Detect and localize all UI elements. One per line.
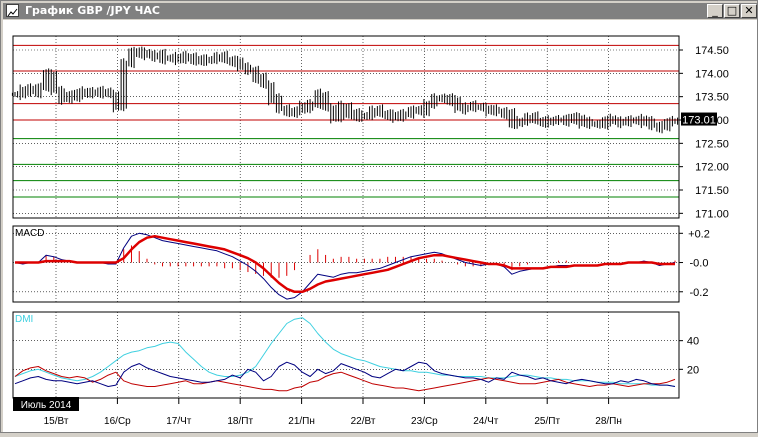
panel-frame <box>12 311 680 399</box>
dmi-plus-line <box>14 361 676 387</box>
frame-layer <box>12 35 680 399</box>
day-label: 16/Ср <box>104 416 131 427</box>
chart-app-icon <box>6 4 19 17</box>
day-label: 15/Вт <box>44 416 69 427</box>
dmi-adx-line <box>14 317 676 387</box>
panel-frame <box>12 225 680 303</box>
macd-title: MACD <box>15 228 44 239</box>
period-label-box <box>13 397 79 411</box>
day-label: 25/Пт <box>534 416 560 427</box>
minimize-button[interactable]: _ <box>707 4 723 18</box>
price-axis-label: 171.00 <box>695 208 729 220</box>
levels-layer <box>13 44 679 198</box>
day-label: 24/Чт <box>473 416 499 427</box>
close-button[interactable]: ✕ <box>741 4 757 18</box>
dmi-minus-line <box>14 366 676 392</box>
panel-frame <box>12 35 680 219</box>
day-label: 17/Чт <box>166 416 192 427</box>
macd-axis-label: +0.2 <box>688 228 710 240</box>
labels-layer: 15/Вт 16/Ср 17/Чт 18/Пт 21/Пн 22/Вт 23/Ср 24/Чт… <box>13 45 729 427</box>
day-label: 23/Ср <box>411 416 438 427</box>
last-price-label: 173.01 <box>682 115 716 127</box>
day-label: 22/Вт <box>351 416 376 427</box>
window-title: График GBP /JPY ЧАС <box>25 4 160 17</box>
macd-axis-label: -0.0 <box>690 258 709 270</box>
price-axis-label: 171.50 <box>695 185 729 197</box>
macd-line <box>14 232 676 300</box>
day-label: 21/Пн <box>288 416 315 427</box>
macd-axis-label: -0.2 <box>690 287 709 299</box>
dmi-axis-label: 20 <box>687 364 699 376</box>
price-axis-label: 174.00 <box>695 68 729 80</box>
price-axis-label: 174.50 <box>695 45 729 57</box>
period-label: Июль 2014 <box>21 400 72 411</box>
dmi-axis-label: 40 <box>687 336 699 348</box>
last-price-marker <box>681 112 717 126</box>
day-label: 18/Пт <box>227 416 253 427</box>
macd-signal-line <box>15 234 675 294</box>
price-axis-label: 173.50 <box>695 92 729 104</box>
plot-layer <box>11 46 679 392</box>
price-axis-label: 172.50 <box>695 138 729 150</box>
title-bar[interactable]: График GBP /JPY ЧАС _ □ ✕ <box>3 3 757 19</box>
dmi-title: DMI <box>15 314 33 325</box>
maximize-button[interactable]: □ <box>724 4 740 18</box>
chart-svg[interactable]: 15/Вт 16/Ср 17/Чт 18/Пт 21/Пн 22/Вт 23/Ср 24/Чт… <box>3 20 757 432</box>
price-axis-label: 172.00 <box>695 162 729 174</box>
day-label: 28/Пн <box>595 416 622 427</box>
chart-area[interactable]: 15/Вт 16/Ср 17/Чт 18/Пт 21/Пн 22/Вт 23/Ср 24/Чт… <box>3 20 757 432</box>
